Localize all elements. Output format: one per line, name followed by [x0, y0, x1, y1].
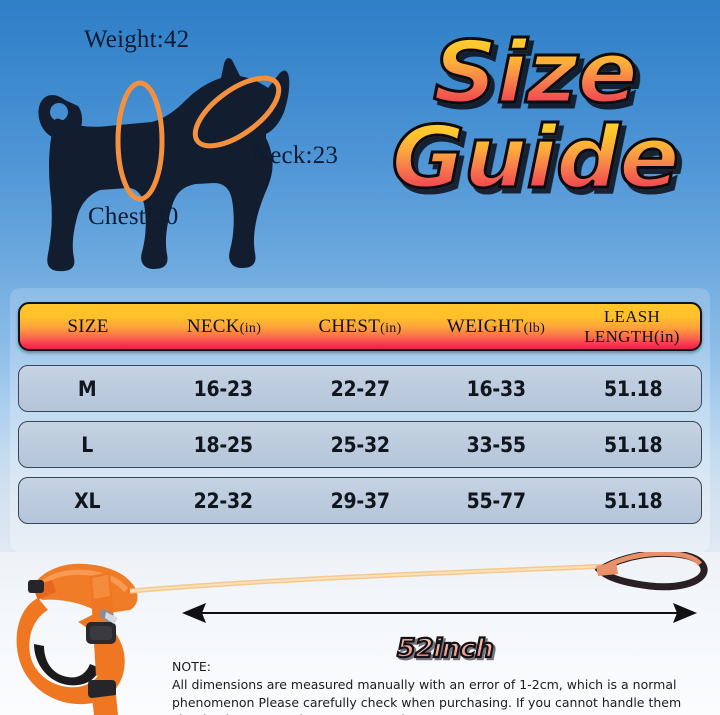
cell-weight: 55-77	[466, 488, 526, 513]
header-chest-text: CHEST	[318, 316, 381, 337]
neck-measure-ring-icon	[192, 75, 282, 149]
cell-leash: 51.18	[603, 376, 663, 401]
table-row: L 18-25 25-32 33-55 51.18	[18, 421, 702, 468]
cell-weight: 33-55	[466, 432, 526, 457]
cell-size: L	[81, 432, 94, 457]
header-leash-line1: LEASH	[603, 307, 661, 327]
cell-chest: 25-32	[330, 432, 390, 457]
note-title: NOTE:	[172, 659, 211, 674]
cell-neck: 16-23	[194, 376, 254, 401]
header-cell-chest: CHEST(in)	[292, 317, 428, 336]
title-line-guide: Guide	[353, 114, 717, 203]
cell-chest: 22-27	[330, 376, 390, 401]
cell-neck: 22-32	[194, 488, 254, 513]
header-cell-neck: NECK(in)	[156, 317, 292, 336]
table-row: XL 22-32 29-37 55-77 51.18	[18, 477, 702, 524]
cell-size: M	[77, 376, 97, 401]
header-cell-size: SIZE	[20, 317, 156, 336]
dog-harness-photo	[16, 563, 138, 715]
product-photo-area	[0, 552, 720, 715]
cell-leash: 51.18	[603, 432, 663, 457]
dog-silhouette-icon	[38, 58, 290, 272]
header-cell-weight: WEIGHT(lb)	[428, 317, 564, 336]
header-neck-unit: (in)	[239, 321, 262, 336]
header-weight-unit: (lb)	[523, 321, 546, 336]
chest-measure-ring-icon	[115, 80, 165, 202]
page-title: Size Guide	[360, 28, 710, 274]
size-table: SIZE NECK(in) CHEST(in) WEIGHT(lb) LEASH…	[10, 288, 710, 552]
table-header-row: SIZE NECK(in) CHEST(in) WEIGHT(lb) LEASH…	[18, 302, 702, 351]
cell-neck: 18-25	[194, 432, 254, 457]
header-weight-text: WEIGHT	[446, 316, 524, 337]
leash-length-label: 52inch	[396, 633, 495, 665]
leash-photo	[130, 552, 708, 594]
cell-leash: 51.18	[603, 488, 663, 513]
weight-measure-label: Weight:42	[84, 26, 190, 53]
length-arrow-icon	[182, 603, 697, 623]
cell-size: XL	[74, 488, 101, 513]
header-neck-text: NECK	[186, 316, 240, 337]
illustration-area: Weight:42 Neck:23 Chest:30 Size Guide	[0, 0, 720, 290]
header-leash-line2: LENGTH(in)	[584, 326, 680, 346]
header-size-text: SIZE	[67, 316, 109, 337]
note-body: All dimensions are measured manually wit…	[172, 676, 682, 715]
note-block: NOTE: All dimensions are measured manual…	[172, 658, 712, 715]
cell-chest: 29-37	[330, 488, 390, 513]
table-row: M 16-23 22-27 16-33 51.18	[18, 365, 702, 412]
neck-measure-label: Neck:23	[252, 142, 339, 169]
header-chest-unit: (in)	[380, 321, 402, 336]
chest-measure-label: Chest:30	[88, 203, 179, 230]
cell-weight: 16-33	[466, 376, 526, 401]
title-line-size: Size	[353, 28, 717, 117]
header-cell-leash-length: LEASH LENGTH(in)	[564, 307, 700, 345]
